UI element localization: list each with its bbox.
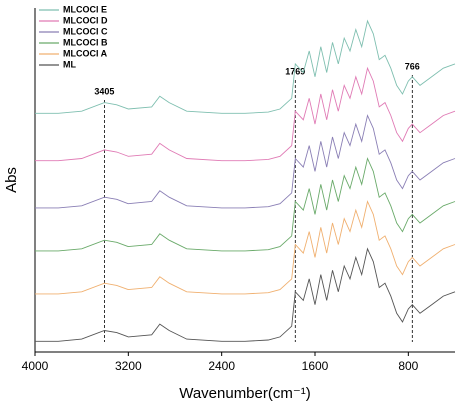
spectrum-line [35,66,456,162]
marker-label: 1769 [285,66,305,76]
marker-label: 3405 [94,86,114,96]
x-tick-label: 800 [398,359,418,373]
spectrum-line [35,114,456,209]
x-axis-label: Wavenumber(cm⁻¹) [179,385,311,402]
x-tick-label: 2400 [208,359,235,373]
x-tick-label: 1600 [302,359,329,373]
legend-label: MLCOCl C [63,26,108,36]
legend-label: MLCOCl E [63,4,107,14]
spectrum-line [35,19,456,114]
x-tick-label: 3200 [115,359,142,373]
marker-label: 766 [405,61,420,71]
legend-label: MLCOCl D [63,15,108,25]
legend-label: ML [63,59,76,69]
spectrum-line [35,247,456,342]
spectrum-line [35,157,456,252]
spectrum-line [35,200,456,295]
y-axis-label: Abs [3,167,20,193]
x-tick-label: 4000 [22,359,49,373]
legend-label: MLCOCl A [63,48,108,58]
legend-label: MLCOCl B [63,37,108,47]
